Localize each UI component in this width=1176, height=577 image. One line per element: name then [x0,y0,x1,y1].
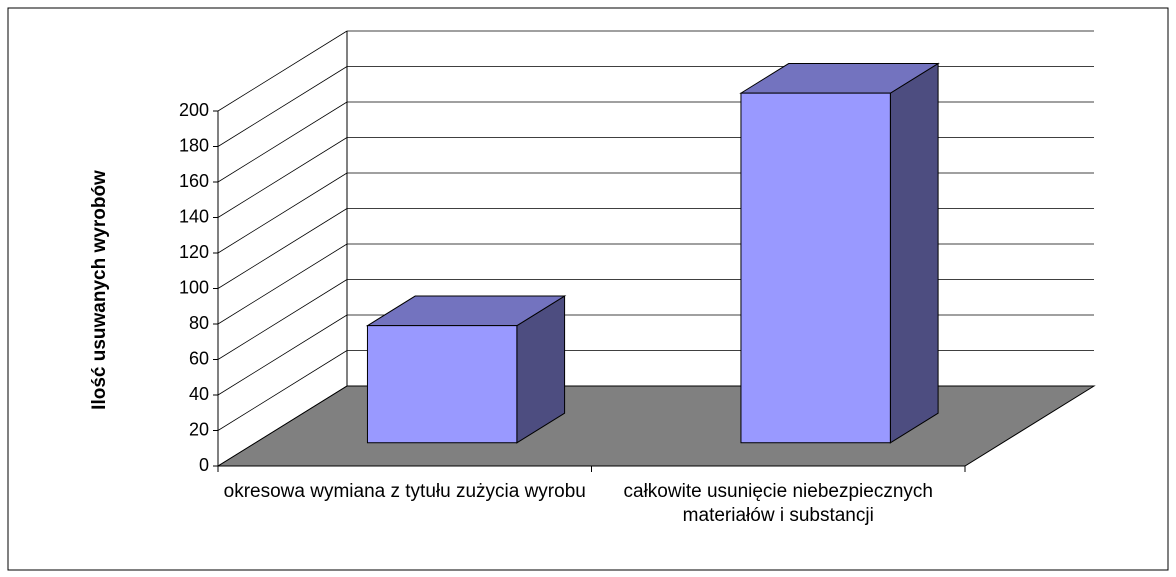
x-tick-label: okresowa wymiana z tytułu zużycia wyrobu [223,481,586,502]
y-tick-label: 20 [189,419,209,439]
y-tick-label: 120 [179,242,209,262]
y-tick-label: 60 [189,348,209,368]
y-tick-label: 80 [189,313,209,333]
grid-line [217,66,348,147]
bar-side [889,62,939,444]
floor [216,385,1096,467]
grid-line [217,30,348,112]
bar [366,325,518,444]
y-tick-label: 100 [179,277,209,297]
y-tick-label: 0 [199,455,209,475]
y-tick-label: 180 [179,135,209,155]
grid-line [217,385,348,467]
grid-line [217,137,348,218]
y-tick-label: 140 [179,206,209,226]
y-tick-label: 160 [179,171,209,191]
x-tick-label: całkowite usunięcie niebezpiecznych mate… [623,481,933,526]
grid-line [217,314,348,396]
grid-line [217,208,348,289]
bar [740,92,891,444]
grid-line [217,279,348,360]
grid-line [217,101,348,183]
grid-line [217,172,348,254]
y-axis-title: Ilość usuwanych wyrobów [89,170,110,410]
y-tick-label: 40 [189,384,209,404]
grid-line [217,350,348,431]
y-tick-label: 200 [179,100,209,120]
grid-line [217,243,348,325]
